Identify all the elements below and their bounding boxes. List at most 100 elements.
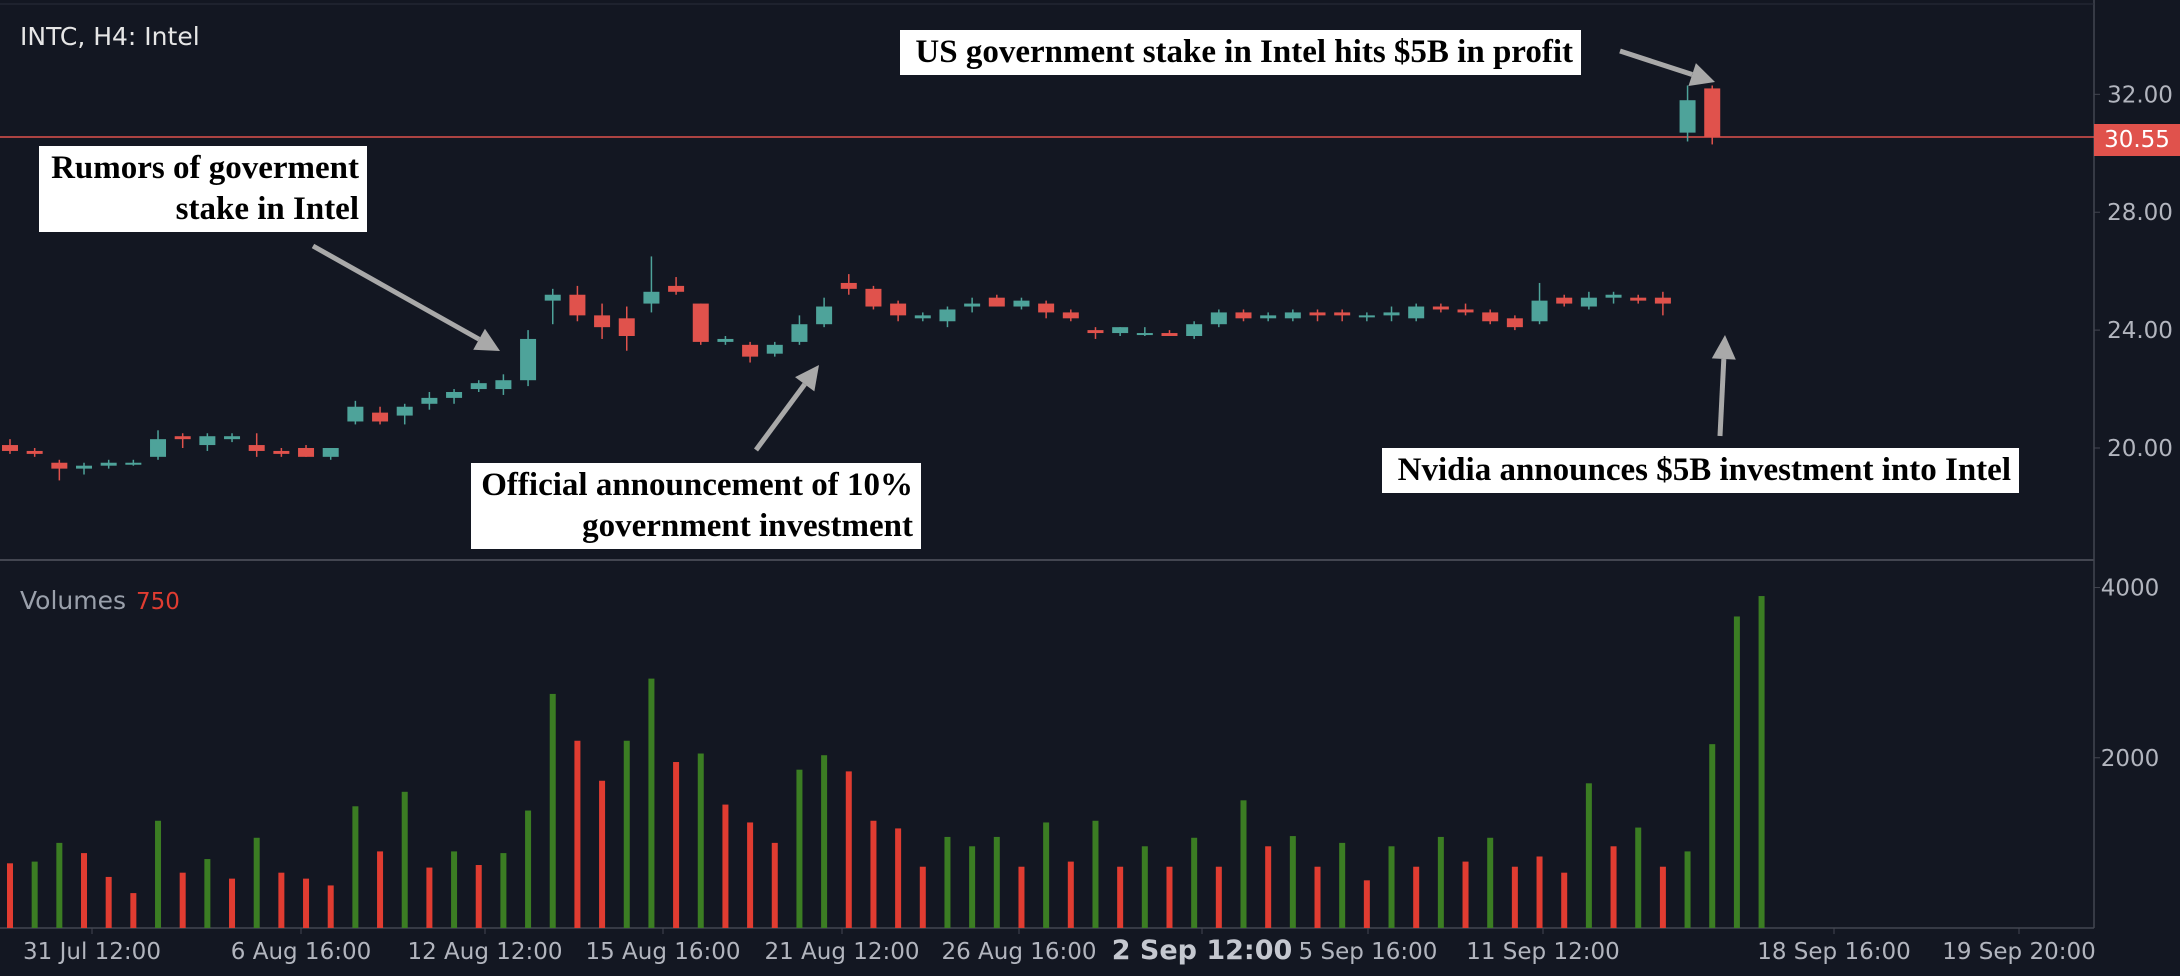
candle-body [914, 315, 931, 319]
time-tick-label: 15 Aug 16:00 [585, 939, 740, 965]
time-tick-label: 12 Aug 12:00 [407, 939, 562, 965]
candle [100, 459, 117, 469]
volume-tick-label: 2000 [2101, 746, 2160, 772]
candle-body [1482, 312, 1499, 322]
candle-body [1531, 300, 1548, 322]
candle [347, 400, 364, 425]
time-tick-label: 26 Aug 16:00 [941, 939, 1096, 965]
volume-indicator-label: Volumes 750 [20, 586, 180, 615]
candle-body [1136, 333, 1153, 336]
volume-bar [426, 867, 433, 928]
volume-bar [673, 762, 680, 928]
volume-bar [697, 753, 704, 928]
candle-body [1161, 333, 1178, 336]
volume-bar [327, 885, 334, 928]
candle [199, 433, 216, 451]
volume-bar [451, 851, 458, 928]
candle [1210, 309, 1227, 328]
volume-bar [1511, 866, 1518, 928]
volume-bar [1240, 800, 1247, 928]
candle-body [964, 303, 981, 307]
arrow-shaft [1717, 358, 1727, 437]
candle-body [594, 315, 611, 328]
candle-body [791, 324, 808, 342]
volume-bar [1437, 836, 1444, 928]
volume-bar [919, 866, 926, 928]
volume-bar [229, 878, 236, 928]
candle-body [125, 462, 142, 465]
candle-body [1408, 306, 1425, 319]
candle [569, 285, 586, 322]
candle-body [372, 412, 389, 422]
candle-body [643, 291, 660, 304]
candle-body [150, 439, 167, 457]
price-axis[interactable]: 32.00 28.00 24.00 20.00 [2094, 82, 2173, 462]
candle [544, 288, 561, 325]
volume-bar [1536, 856, 1543, 928]
candle [495, 374, 512, 395]
candle [248, 433, 265, 457]
price-pane[interactable] [0, 85, 2094, 481]
volume-bar [500, 853, 507, 928]
time-tick-label: 11 Sep 12:00 [1466, 939, 1620, 965]
candle [1482, 309, 1499, 325]
time-tick-label: 18 Sep 16:00 [1757, 939, 1911, 965]
arrow [1711, 335, 1736, 437]
candle [1112, 327, 1129, 336]
candle [890, 300, 907, 322]
volume-bar [747, 822, 754, 928]
candle [1630, 294, 1647, 304]
candle-body [1654, 297, 1671, 304]
candle [1580, 291, 1597, 310]
volume-bar [1561, 872, 1568, 928]
candle [1531, 282, 1548, 325]
candle-body [1457, 309, 1474, 313]
volume-bar [1635, 827, 1642, 928]
arrow-head [1711, 335, 1736, 360]
candle-body [396, 406, 413, 416]
candle-body [199, 436, 216, 446]
volume-bar [1043, 822, 1050, 928]
volume-bar [969, 846, 976, 928]
candle [717, 336, 734, 345]
candle-body [520, 338, 537, 381]
candle-body [446, 392, 463, 398]
volume-bar [870, 820, 877, 928]
candle-body [1284, 312, 1301, 319]
volume-axis[interactable]: 4000 2000 [2094, 576, 2159, 772]
time-axis[interactable]: 31 Jul 12:00 6 Aug 16:00 12 Aug 12:00 15 Au… [23, 928, 2096, 966]
volume-bar [722, 804, 729, 928]
candle-body [1112, 327, 1129, 334]
candle [865, 285, 882, 310]
arrow-shaft [1619, 48, 1693, 77]
candle [1161, 330, 1178, 336]
candle-body [1013, 300, 1030, 307]
volume-bar [895, 828, 902, 928]
candle-body [668, 285, 685, 292]
candle [51, 459, 68, 481]
candle-body [76, 465, 93, 469]
volume-label: Volumes [20, 586, 127, 615]
candle-body [1087, 330, 1104, 334]
candle-body [1186, 324, 1203, 336]
volume-bar [1018, 866, 1025, 928]
time-tick-label: 19 Sep 20:00 [1942, 939, 2096, 965]
time-tick-label: 6 Aug 16:00 [231, 939, 371, 965]
volume-bar [7, 863, 13, 928]
candle-body [322, 448, 339, 457]
candle-body [100, 462, 117, 466]
arrow [311, 243, 500, 351]
arrow-head [1688, 63, 1715, 86]
candle [692, 303, 709, 345]
volume-bar [303, 878, 310, 928]
annotation-profit: US government stake in Intel hits $5B in… [900, 30, 1581, 75]
volume-bar [771, 842, 778, 928]
volume-bar [1067, 861, 1074, 928]
volume-bar [377, 851, 384, 928]
volume-pane[interactable] [7, 596, 1765, 928]
volume-bar [1758, 596, 1765, 928]
volume-bar [1684, 851, 1691, 928]
arrow [1619, 48, 1715, 86]
candle [988, 294, 1005, 307]
candle [1408, 303, 1425, 322]
